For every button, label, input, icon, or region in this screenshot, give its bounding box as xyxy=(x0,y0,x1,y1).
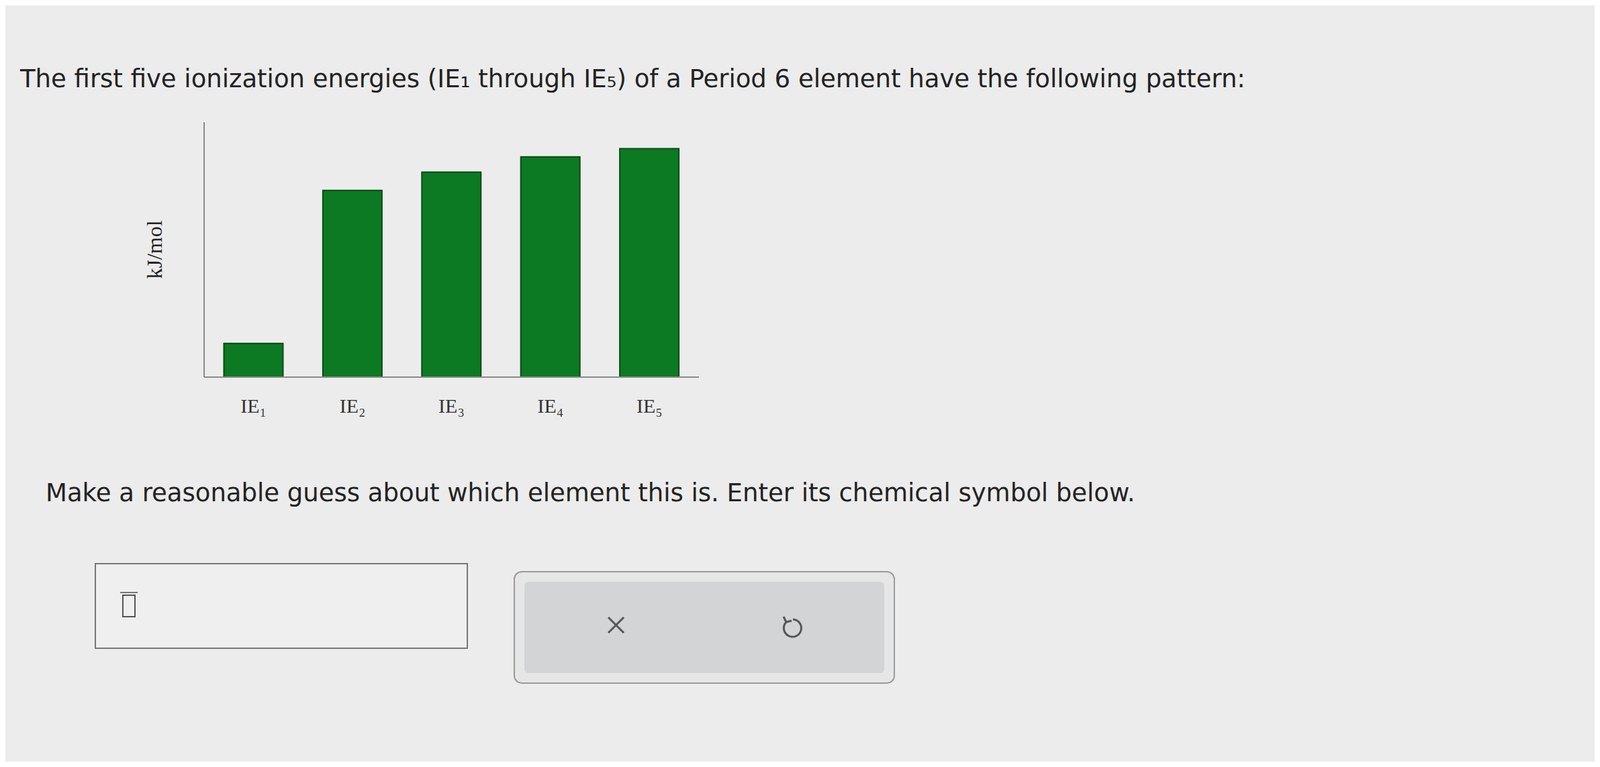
svg-text:kJ/mol: kJ/mol xyxy=(142,220,167,279)
svg-text:IE₁: IE₁ xyxy=(240,394,267,417)
html-text:Make a reasonable guess about: Make a reasonable guess about which elem… xyxy=(45,478,1136,508)
svg-text:IE₅: IE₅ xyxy=(636,394,663,417)
svg-text:IE₃: IE₃ xyxy=(438,394,465,417)
svg-text:IE₂: IE₂ xyxy=(339,394,366,417)
html-text:The first five ionization ener: The first five ionization energies (IE₁ … xyxy=(20,64,1246,94)
svg-text:IE₄: IE₄ xyxy=(537,394,564,417)
